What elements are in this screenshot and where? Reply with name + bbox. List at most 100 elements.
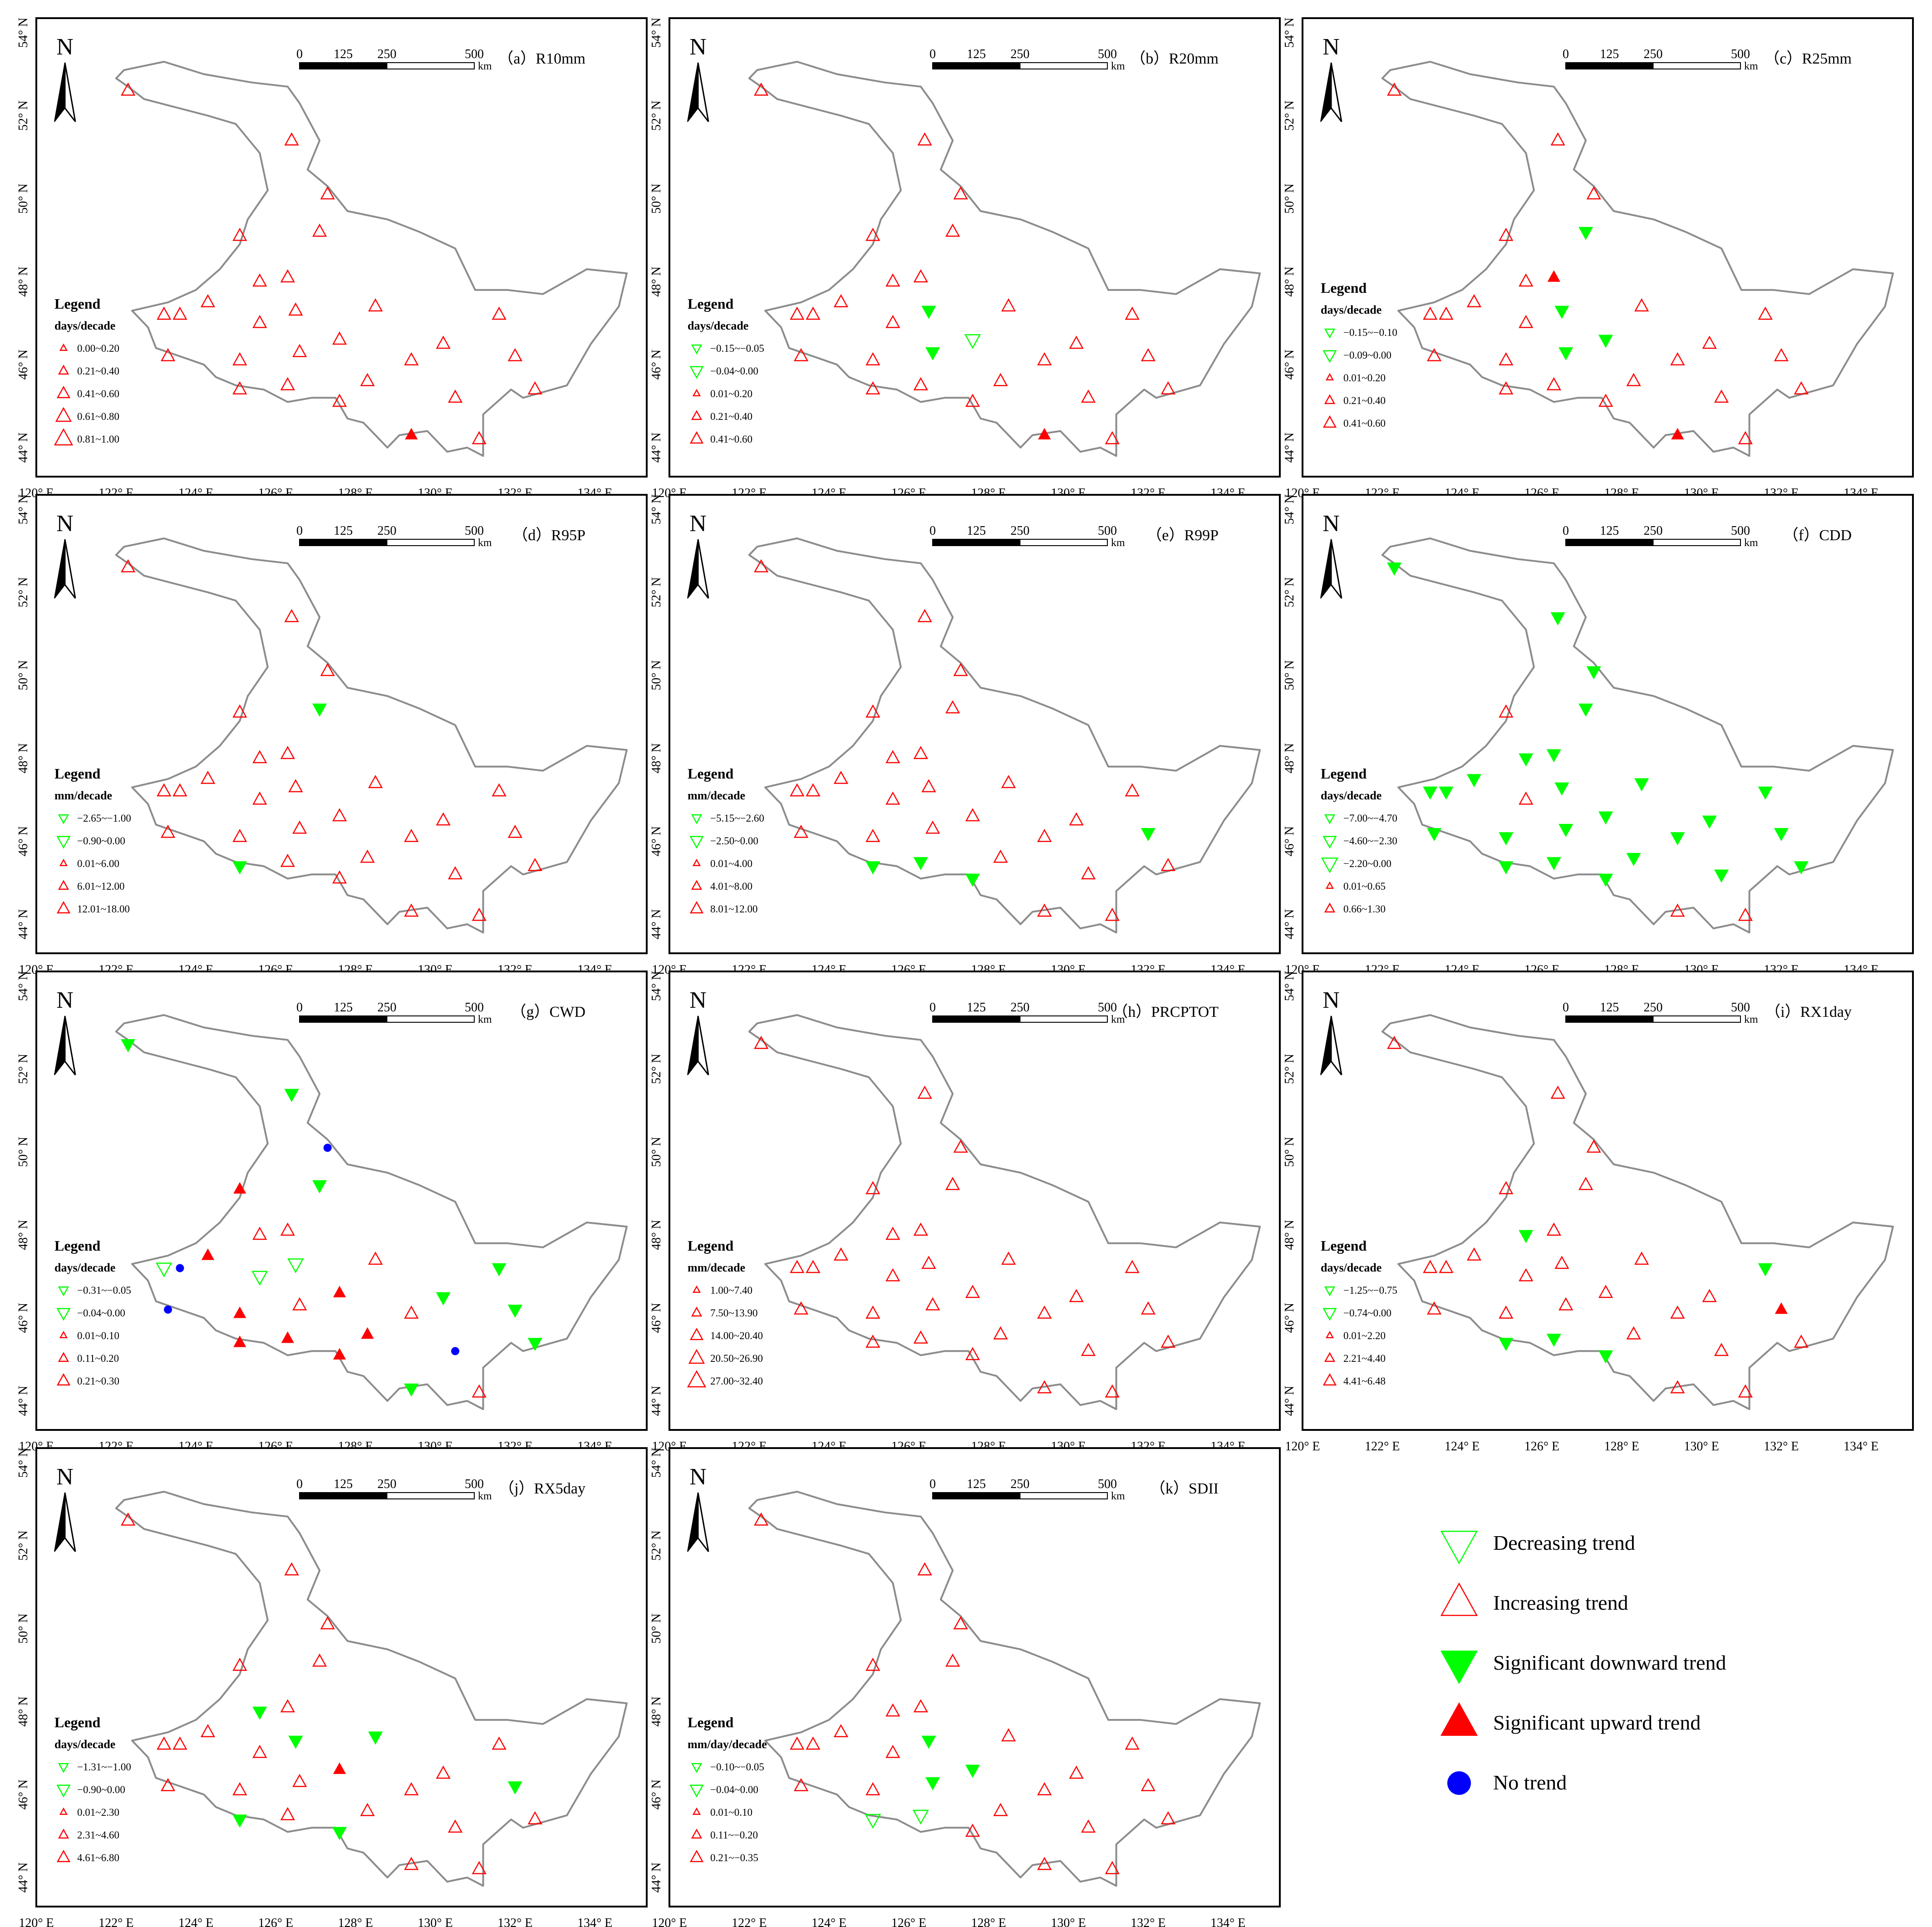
y-tick-label: 48° N <box>16 266 30 296</box>
station-increase <box>917 1562 932 1576</box>
station-increase <box>885 1227 900 1240</box>
scalebar-unit: km <box>478 537 492 549</box>
legend-symbol <box>689 366 704 379</box>
legend-unit: days/decade <box>54 1261 115 1274</box>
legend-symbol <box>1325 881 1334 889</box>
legend-heading: Legend <box>688 296 734 312</box>
station-sig-up <box>201 1248 215 1260</box>
station-increase <box>953 1139 968 1153</box>
station-increase <box>1037 1380 1052 1394</box>
y-tick-label: 48° N <box>649 743 664 773</box>
north-arrow-label: N <box>56 987 74 1013</box>
scalebar-label: 500 <box>1098 1477 1117 1491</box>
y-tick-label: 46° N <box>1283 826 1297 856</box>
legend-label: −0.09~0.00 <box>1343 350 1391 361</box>
station-increase <box>885 315 900 328</box>
legend-label: 4.41~6.48 <box>1343 1375 1386 1387</box>
station-increase <box>1550 1085 1565 1099</box>
station-increase <box>833 770 849 784</box>
north-arrow-label: N <box>1322 987 1340 1013</box>
legend-symbol <box>1321 858 1339 873</box>
station-increase <box>917 132 932 146</box>
legend-symbol <box>1324 1286 1336 1296</box>
legend-unit: days/decade <box>54 319 115 332</box>
station-increase <box>865 381 880 394</box>
scalebar-label: 500 <box>1731 47 1750 61</box>
y-tick-label: 48° N <box>16 1220 30 1250</box>
scalebar-label: 500 <box>465 1477 484 1491</box>
north-arrow-icon <box>1330 62 1342 122</box>
station-increase <box>252 273 267 287</box>
map-panel: 120° E 122° E 124° E 126° E 128° E 130° E 132°… <box>16 971 648 1454</box>
station-increase <box>865 1334 880 1348</box>
scalebar-label: 250 <box>1011 47 1030 61</box>
station-increase <box>913 746 928 759</box>
station-increase <box>1423 1260 1438 1273</box>
legend-symbol <box>688 1349 705 1364</box>
legend-label: 6.01~12.00 <box>77 881 124 892</box>
station-increase <box>172 306 187 320</box>
legend-symbol <box>1324 902 1336 913</box>
scalebar-black <box>932 62 1021 69</box>
scalebar-label: 0 <box>929 1477 936 1491</box>
north-arrow-label: N <box>689 1464 707 1490</box>
x-tick-label: 130° E <box>1684 1439 1719 1454</box>
station-increase <box>252 1227 267 1240</box>
scalebar-label: 125 <box>967 1000 986 1015</box>
x-tick-label: 124° E <box>178 1916 213 1927</box>
station-sig-down <box>527 1338 542 1351</box>
x-tick-label: 122° E <box>98 1916 133 1927</box>
station-decrease <box>287 1258 304 1273</box>
key-label: Significant upward trend <box>1493 1711 1701 1734</box>
legend-unit: mm/decade <box>688 1261 745 1274</box>
station-increase <box>288 302 303 316</box>
y-tick-label: 52° N <box>1283 577 1297 607</box>
station-increase <box>965 1285 980 1298</box>
legend-symbol <box>692 389 701 397</box>
legend-symbol <box>1324 814 1336 824</box>
scalebar-black <box>1565 1015 1654 1023</box>
x-tick-label: 134° E <box>1210 1916 1245 1927</box>
legend-symbol <box>55 407 72 422</box>
station-sig-up <box>333 1286 346 1297</box>
legend-label: −1.31~−1.00 <box>77 1761 131 1773</box>
station-increase <box>1738 431 1753 444</box>
station-increase <box>1499 1181 1514 1194</box>
legend-label: 2.31~4.60 <box>77 1829 119 1841</box>
station-sig-down <box>1387 562 1402 576</box>
station-increase <box>885 750 900 764</box>
station-increase <box>436 335 451 349</box>
scalebar-label: 250 <box>378 47 397 61</box>
station-increase <box>320 1616 335 1630</box>
y-tick-label: 50° N <box>649 1137 664 1167</box>
scalebar-label: 0 <box>296 524 303 538</box>
station-increase <box>1081 866 1096 880</box>
station-increase <box>1702 335 1717 349</box>
scalebar-unit: km <box>478 1490 492 1502</box>
legend-symbol <box>692 1807 701 1815</box>
station-increase <box>1037 1857 1052 1870</box>
station-sig-down <box>404 1383 419 1397</box>
station-increase <box>806 1260 821 1273</box>
station-increase <box>865 1305 880 1319</box>
station-increase <box>1738 907 1753 921</box>
y-tick-label: 48° N <box>1283 1220 1297 1250</box>
key-label: Decreasing trend <box>1493 1531 1635 1554</box>
station-increase <box>1105 1384 1120 1398</box>
y-tick-label: 52° N <box>16 1054 30 1084</box>
station-increase <box>157 306 172 320</box>
station-increase <box>232 704 247 718</box>
y-tick-label: 52° N <box>649 101 664 131</box>
y-tick-label: 44° N <box>649 1386 664 1416</box>
station-increase <box>1037 352 1052 365</box>
station-increase <box>790 306 805 320</box>
station-increase <box>1626 373 1641 386</box>
scalebar-label: 500 <box>1098 1000 1117 1015</box>
station-increase <box>527 381 542 394</box>
station-sig-down <box>368 1731 383 1745</box>
station-no-trend <box>176 1264 184 1272</box>
station-sig-up <box>233 1306 246 1318</box>
scalebar-label: 125 <box>334 1477 353 1491</box>
station-increase <box>1626 1326 1641 1340</box>
scalebar-label: 125 <box>967 47 986 61</box>
